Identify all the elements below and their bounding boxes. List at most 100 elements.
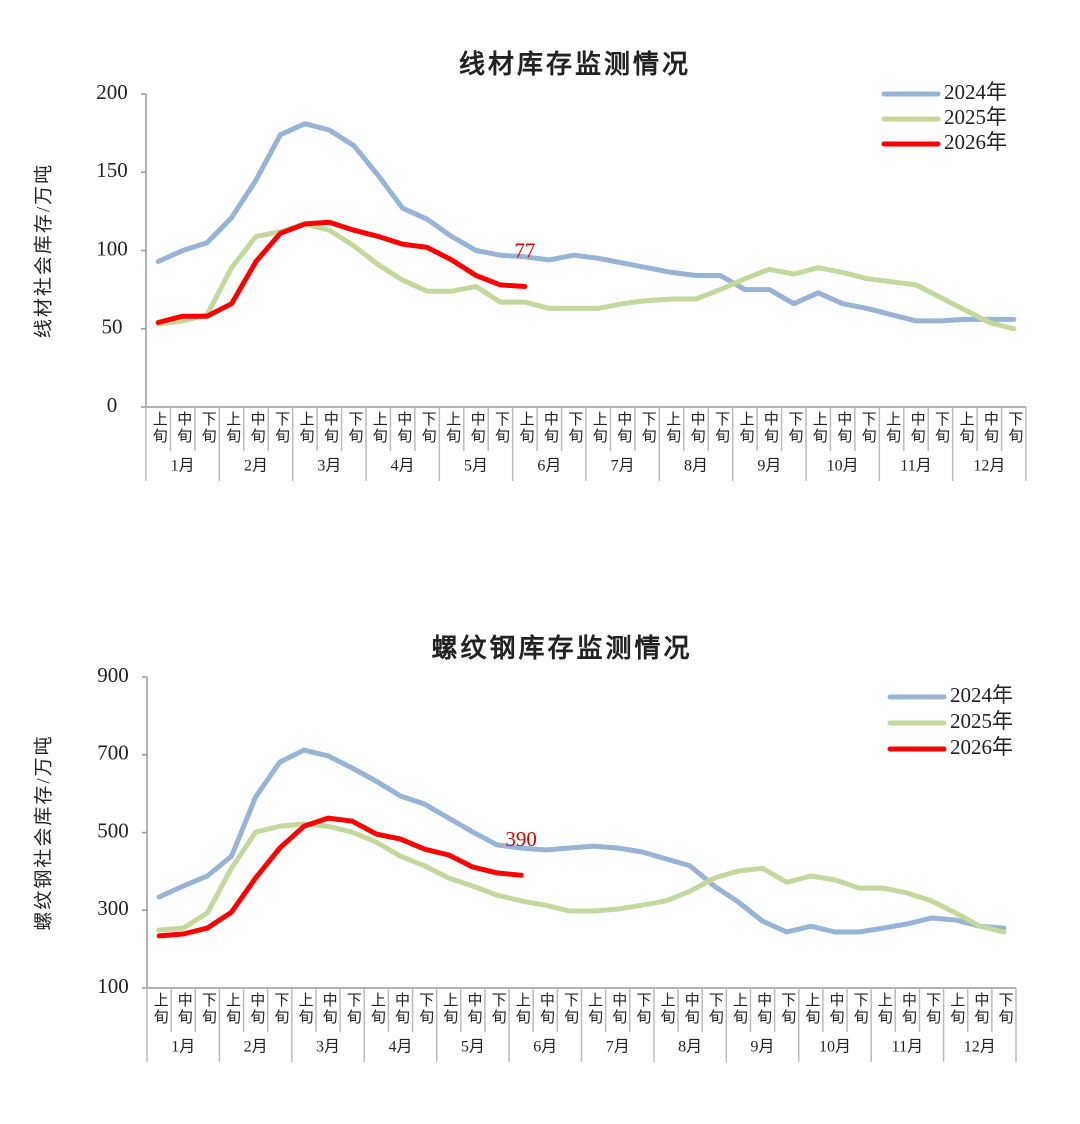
x-group-label: 6月 [533, 1039, 557, 1056]
x-tick-label: 上旬 [371, 411, 388, 445]
x-tick-label: 上旬 [444, 411, 461, 445]
y-axis-label: 线材社会库存/万吨 [32, 163, 54, 338]
x-group-label: 7月 [606, 1039, 630, 1056]
x-group-label: 10月 [819, 1039, 851, 1056]
x-tick-label: 上旬 [737, 411, 754, 445]
x-tick-label: 下旬 [493, 411, 510, 445]
data-label: 77 [514, 238, 535, 262]
legend-label: 2026年 [944, 130, 1007, 154]
x-tick-label: 下旬 [345, 992, 362, 1026]
x-tick-label: 中旬 [538, 992, 555, 1026]
x-group-label: 4月 [391, 458, 415, 475]
x-tick-label: 下旬 [562, 992, 579, 1026]
x-tick-label: 上旬 [884, 411, 901, 445]
x-tick-label: 上旬 [224, 992, 241, 1026]
x-tick-label: 中旬 [542, 411, 559, 445]
y-tick-label: 50 [102, 315, 123, 339]
x-group-label: 9月 [757, 458, 781, 475]
x-tick-label: 中旬 [689, 411, 706, 445]
x-tick-label: 中旬 [615, 411, 632, 445]
x-tick-label: 中旬 [469, 411, 486, 445]
y-tick-label: 900 [97, 663, 129, 687]
x-group-label: 2月 [244, 1039, 268, 1056]
y-tick-label: 700 [97, 741, 129, 765]
x-tick-label: 中旬 [762, 411, 779, 445]
x-group-label: 11月 [900, 458, 931, 475]
x-tick-label: 中旬 [249, 411, 266, 445]
x-tick-label: 中旬 [683, 992, 700, 1026]
x-tick-label: 上旬 [441, 992, 458, 1026]
x-tick-label: 上旬 [948, 992, 965, 1026]
x-tick-label: 中旬 [755, 992, 772, 1026]
x-tick-label: 上旬 [517, 411, 534, 445]
x-tick-label: 下旬 [490, 992, 507, 1026]
x-tick-label: 下旬 [200, 992, 217, 1026]
x-tick-label: 上旬 [514, 992, 531, 1026]
legend-label: 2025年 [950, 709, 1013, 733]
y-tick-label: 300 [97, 896, 129, 920]
x-tick-label: 上旬 [152, 992, 169, 1026]
x-tick-label: 上旬 [586, 992, 603, 1026]
x-tick-label: 下旬 [417, 992, 434, 1026]
y-axis-label: 螺纹钢社会库存/万吨 [32, 734, 54, 930]
x-tick-label: 上旬 [811, 411, 828, 445]
x-tick-label: 下旬 [860, 411, 877, 445]
x-tick-label: 上旬 [297, 411, 314, 445]
x-tick-label: 上旬 [659, 992, 676, 1026]
x-tick-label: 上旬 [957, 411, 974, 445]
y-tick-label: 100 [96, 236, 128, 260]
x-tick-label: 下旬 [924, 992, 941, 1026]
x-tick-label: 中旬 [175, 411, 192, 445]
x-tick-label: 下旬 [420, 411, 437, 445]
x-tick-label: 下旬 [200, 411, 217, 445]
y-tick-label: 100 [97, 974, 129, 998]
x-tick-label: 上旬 [591, 411, 608, 445]
x-tick-label: 中旬 [828, 992, 845, 1026]
x-tick-label: 上旬 [731, 992, 748, 1026]
data-label: 390 [505, 827, 537, 851]
legend-label: 2024年 [950, 683, 1013, 707]
x-tick-label: 上旬 [151, 411, 168, 445]
y-tick-label: 150 [96, 158, 128, 182]
series-line [155, 219, 528, 325]
x-tick-label: 中旬 [972, 992, 989, 1026]
x-group-label: 2月 [244, 458, 268, 475]
y-tick-label: 200 [96, 80, 128, 104]
x-tick-label: 下旬 [346, 411, 363, 445]
x-group-label: 7月 [611, 458, 635, 475]
x-tick-label: 上旬 [224, 411, 241, 445]
x-tick-label: 上旬 [876, 992, 893, 1026]
x-tick-label: 下旬 [933, 411, 950, 445]
chart-title: 螺纹钢库存监测情况 [431, 633, 692, 663]
series-line [156, 821, 1007, 935]
x-tick-label: 中旬 [909, 411, 926, 445]
x-tick-label: 下旬 [273, 411, 290, 445]
chart-title: 线材库存监测情况 [459, 50, 691, 79]
x-group-label: 8月 [678, 1039, 702, 1056]
legend-label: 2025年 [944, 105, 1007, 129]
x-tick-label: 中旬 [393, 992, 410, 1026]
y-tick-label: 0 [107, 393, 118, 417]
x-group-label: 9月 [751, 1039, 775, 1056]
series-line [156, 747, 1007, 935]
x-tick-label: 下旬 [786, 411, 803, 445]
x-tick-label: 中旬 [465, 992, 482, 1026]
x-tick-label: 下旬 [272, 992, 289, 1026]
x-tick-label: 上旬 [803, 992, 820, 1026]
x-tick-label: 下旬 [852, 992, 869, 1026]
x-tick-label: 中旬 [322, 411, 339, 445]
x-group-label: 3月 [316, 1039, 340, 1056]
x-tick-label: 中旬 [982, 411, 999, 445]
x-group-label: 1月 [171, 458, 195, 475]
x-tick-label: 下旬 [713, 411, 730, 445]
x-group-label: 8月 [684, 458, 708, 475]
x-tick-label: 下旬 [640, 411, 657, 445]
x-tick-label: 上旬 [664, 411, 681, 445]
series-line [155, 121, 1017, 324]
x-group-label: 12月 [964, 1039, 996, 1056]
x-group-label: 5月 [464, 458, 488, 475]
legend-label: 2024年 [944, 80, 1007, 104]
series-line [156, 815, 524, 939]
x-tick-label: 下旬 [707, 992, 724, 1026]
